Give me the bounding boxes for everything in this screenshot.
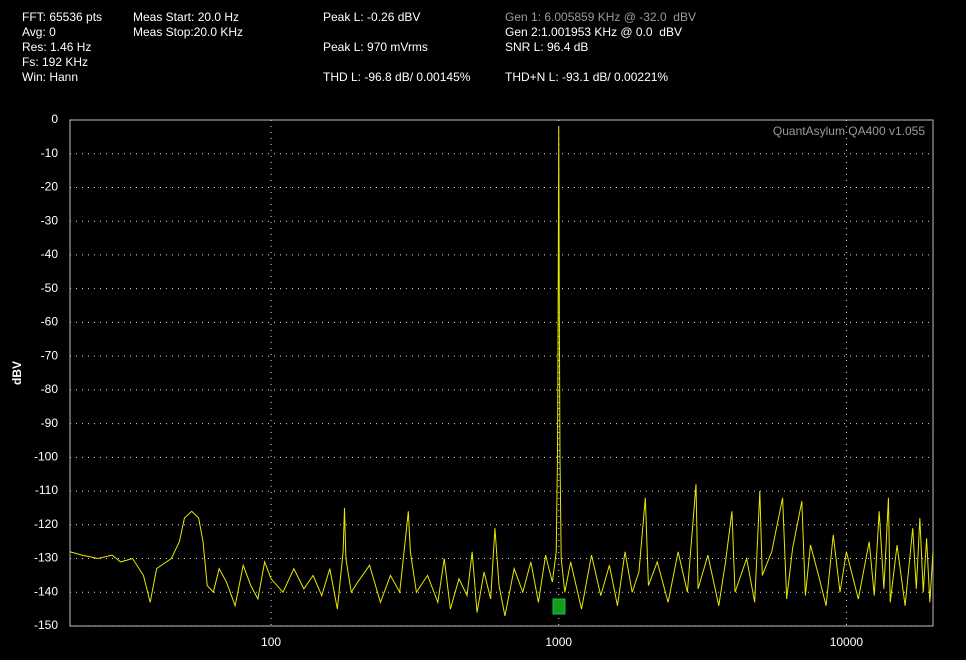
y-tick-label: 0 bbox=[51, 112, 58, 126]
marker-icon bbox=[552, 598, 566, 615]
info-text: Peak L: 970 mVrms bbox=[323, 40, 428, 54]
y-tick-label: -130 bbox=[34, 551, 58, 565]
watermark: QuantAsylum QA400 v1.055 bbox=[773, 124, 925, 138]
info-text: Gen 2:1.001953 KHz @ 0.0 dBV bbox=[505, 25, 682, 39]
info-text: Gen 1: 6.005859 KHz @ -32.0 dBV bbox=[505, 10, 696, 24]
info-text: Avg: 0 bbox=[22, 25, 56, 39]
y-tick-label: -80 bbox=[41, 382, 59, 396]
info-panel: FFT: 65536 pts Avg: 0 Res: 1.46 Hz Fs: 1… bbox=[22, 10, 696, 84]
x-tick-label: 1000 bbox=[545, 635, 572, 649]
spectrum-line bbox=[69, 126, 934, 616]
x-tick-label: 10000 bbox=[830, 635, 864, 649]
y-tick-label: -70 bbox=[41, 348, 59, 362]
y-tick-label: -20 bbox=[41, 180, 59, 194]
info-text: Res: 1.46 Hz bbox=[22, 40, 91, 54]
y-tick-label: -40 bbox=[41, 247, 59, 261]
trace bbox=[69, 126, 934, 616]
y-tick-label: -60 bbox=[41, 315, 59, 329]
y-tick-label: -50 bbox=[41, 281, 59, 295]
info-text: SNR L: 96.4 dB bbox=[505, 40, 588, 54]
info-text: Fs: 192 KHz bbox=[22, 55, 88, 69]
info-text: THD+N L: -93.1 dB/ 0.00221% bbox=[505, 70, 668, 84]
y-tick-label: -120 bbox=[34, 517, 58, 531]
y-axis-label: dBV bbox=[10, 361, 24, 385]
info-text: Peak L: -0.26 dBV bbox=[323, 10, 420, 24]
info-text: Win: Hann bbox=[22, 70, 78, 84]
y-tick-label: -110 bbox=[35, 483, 58, 497]
x-tick-label: 100 bbox=[261, 635, 281, 649]
info-text: Meas Start: 20.0 Hz bbox=[133, 10, 239, 24]
info-text: FFT: 65536 pts bbox=[22, 10, 102, 24]
y-tick-label: -150 bbox=[34, 618, 58, 632]
y-tick-label: -10 bbox=[41, 146, 59, 160]
y-tick-label: -90 bbox=[41, 416, 59, 430]
y-tick-label: -100 bbox=[34, 450, 58, 464]
info-text: THD L: -96.8 dB/ 0.00145% bbox=[323, 70, 471, 84]
y-tick-label: -30 bbox=[41, 213, 59, 227]
info-text: Meas Stop:20.0 KHz bbox=[133, 25, 243, 39]
y-tick-label: -140 bbox=[34, 584, 58, 598]
plot-frame bbox=[69, 119, 934, 627]
